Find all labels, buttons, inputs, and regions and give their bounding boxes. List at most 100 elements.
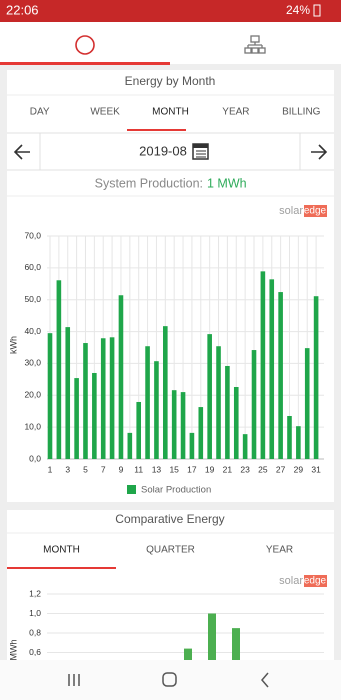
energy-card	[7, 70, 334, 502]
logo-box	[304, 575, 327, 587]
bar	[118, 295, 124, 459]
x-tick-label: 15	[169, 464, 179, 474]
legend-label: Solar Production	[141, 485, 211, 496]
tab[interactable]: MONTH	[152, 107, 189, 118]
bar	[198, 407, 204, 459]
next-button[interactable]	[311, 144, 328, 160]
y-tick-label: 70,0	[24, 230, 41, 240]
card-title: Comparative Energy	[115, 512, 224, 526]
x-tick-label: 7	[101, 464, 106, 474]
top-nav	[0, 22, 341, 64]
x-tick-label: 5	[83, 464, 88, 474]
bar	[127, 432, 133, 459]
production-label: System Production:	[95, 176, 203, 190]
logo: solar	[279, 205, 303, 217]
back-button[interactable]	[261, 672, 269, 688]
bar	[296, 426, 301, 459]
status-bar	[0, 0, 341, 22]
y-tick-label: 30,0	[24, 358, 41, 368]
prev-button[interactable]	[13, 144, 30, 160]
bar	[260, 271, 266, 459]
bar	[225, 365, 230, 459]
x-tick-label: 17	[187, 464, 197, 474]
y-tick-label: 60,0	[24, 262, 41, 272]
recents-button[interactable]	[68, 674, 80, 686]
tab[interactable]: QUARTER	[146, 545, 195, 556]
bar	[242, 434, 248, 459]
y-tick-label: 0,8	[29, 627, 41, 637]
x-tick-label: 19	[205, 464, 215, 474]
x-tick-label: 3	[65, 464, 70, 474]
bar	[74, 378, 79, 459]
tab[interactable]: YEAR	[266, 545, 293, 556]
bar	[232, 628, 240, 660]
bar	[184, 648, 192, 660]
calendar-button[interactable]	[192, 143, 209, 160]
x-tick-label: 21	[223, 464, 233, 474]
y-axis-label: MWh	[8, 640, 18, 661]
x-tick-label: 27	[276, 464, 286, 474]
bar	[92, 372, 97, 459]
bar	[251, 350, 257, 459]
tab[interactable]: DAY	[30, 107, 50, 118]
logo-box	[304, 205, 327, 217]
home-button[interactable]	[162, 672, 177, 687]
tab[interactable]: WEEK	[90, 107, 120, 118]
time: 22:06	[6, 2, 39, 17]
bar	[208, 613, 216, 660]
date: 2019-08	[139, 143, 187, 158]
bar	[216, 346, 221, 459]
y-tick-label: 50,0	[24, 294, 41, 304]
x-tick-label: 29	[294, 464, 304, 474]
bar	[136, 401, 141, 459]
battery: 24%	[286, 3, 310, 17]
y-tick-label: 20,0	[24, 390, 41, 400]
battery-icon	[313, 4, 321, 17]
dashboard-tab[interactable]	[75, 35, 95, 55]
bar	[233, 387, 239, 459]
y-axis-label: kWh	[8, 336, 18, 354]
bar	[65, 327, 71, 459]
comparative-card	[7, 510, 334, 670]
bar	[304, 348, 310, 459]
y-tick-label: 1,2	[29, 588, 41, 598]
tab-indicator	[127, 129, 186, 131]
tab[interactable]: YEAR	[222, 107, 249, 118]
tab-indicator	[7, 567, 116, 569]
y-tick-label: 40,0	[24, 326, 41, 336]
tab[interactable]: BILLING	[282, 107, 321, 118]
bar	[100, 338, 106, 459]
bar	[163, 326, 168, 459]
x-tick-label: 23	[240, 464, 250, 474]
bar	[56, 280, 62, 459]
bar	[47, 333, 53, 459]
legend-swatch	[127, 485, 136, 494]
bar	[278, 292, 283, 459]
tab[interactable]: MONTH	[43, 545, 80, 556]
x-tick-label: 31	[311, 464, 321, 474]
y-tick-label: 0,6	[29, 647, 41, 657]
bar	[83, 343, 88, 459]
bar	[313, 296, 319, 459]
bar	[154, 361, 159, 459]
logo: solar	[279, 575, 303, 587]
y-tick-label: 10,0	[24, 421, 41, 431]
bar	[109, 337, 115, 459]
bar	[287, 415, 292, 459]
production-value: 1 MWh	[207, 176, 247, 190]
bar	[269, 279, 275, 459]
y-tick-label: 0,0	[29, 453, 41, 463]
x-tick-label: 11	[134, 464, 143, 474]
x-tick-label: 25	[258, 464, 268, 474]
bar	[180, 392, 186, 459]
card-title: Energy by Month	[125, 74, 216, 88]
layout-tab[interactable]	[244, 35, 266, 54]
bar	[207, 334, 212, 459]
nav-bar	[0, 660, 341, 700]
active-tab-indicator	[0, 62, 170, 65]
x-tick-label: 1	[48, 464, 53, 474]
bar	[171, 390, 177, 459]
compass-needle	[81, 41, 89, 49]
logo: edge	[304, 576, 327, 587]
